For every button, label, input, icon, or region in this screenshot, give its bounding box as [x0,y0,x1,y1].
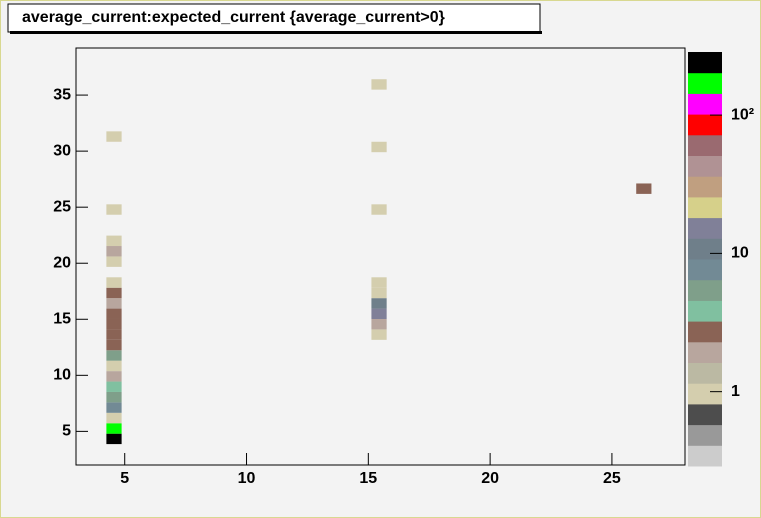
x-tick-label: 5 [120,470,129,487]
cell [371,308,387,319]
palette-box [688,217,722,239]
cell [106,131,122,142]
cell [106,350,122,361]
cell [371,141,387,153]
cell [106,256,122,267]
y-tick-label: 35 [53,86,71,103]
palette-box [688,362,722,384]
x-tick-label: 25 [603,470,621,487]
cell [106,246,122,257]
x-tick-label: 10 [238,470,256,487]
cell [106,204,122,215]
plot-area [76,48,685,465]
cell [636,183,652,194]
cell [371,204,387,215]
y-tick-label: 5 [62,423,71,440]
cell [371,318,387,330]
title-shadow [10,31,542,34]
cell [106,287,122,299]
z-tick-label: 1 [731,383,740,400]
palette-box [688,300,722,322]
cell [106,412,122,424]
cell [106,423,122,434]
frame [75,47,686,466]
y-tick-label: 20 [53,254,71,271]
palette-box [688,424,722,446]
title-box [7,3,541,33]
y-tick-label: 10 [53,367,71,384]
cell [106,371,122,382]
palette-box [688,72,722,94]
x-tick-label: 20 [481,470,499,487]
palette-box [688,134,722,156]
cell [371,298,387,309]
cell [106,308,122,319]
palette-box [688,321,722,343]
x-tick-label: 15 [359,470,377,487]
palette-box [688,445,722,467]
cell [106,381,122,392]
cell [106,318,122,330]
palette-box [688,341,722,363]
z-tick-label: 10 [731,245,749,262]
cell [106,235,122,247]
cell [371,329,387,340]
palette-box [688,93,722,115]
palette-box [688,259,722,281]
cell [106,360,122,372]
cells [106,79,652,445]
cell [371,79,387,90]
y-tick-label: 30 [53,142,71,159]
y-tick-label: 25 [53,198,71,215]
z-tick-label: 10² [731,106,754,123]
palette-box [688,238,722,260]
palette-box [688,403,722,426]
palette-box [688,114,722,136]
cell [106,402,122,413]
cell [106,391,122,403]
palette-box [688,279,722,301]
palette-box [688,176,722,198]
y-tick-label: 15 [53,310,71,327]
cell [106,329,122,340]
cell [106,277,122,288]
cell [106,298,122,309]
cell [106,433,122,445]
palette-box [688,155,722,177]
cell [371,287,387,299]
chart-title: average_current:expected_current {averag… [22,9,445,26]
palette-box [688,383,722,405]
palette-box [688,52,722,74]
cell [371,277,387,288]
palette-box [688,196,722,219]
cell [106,339,122,351]
